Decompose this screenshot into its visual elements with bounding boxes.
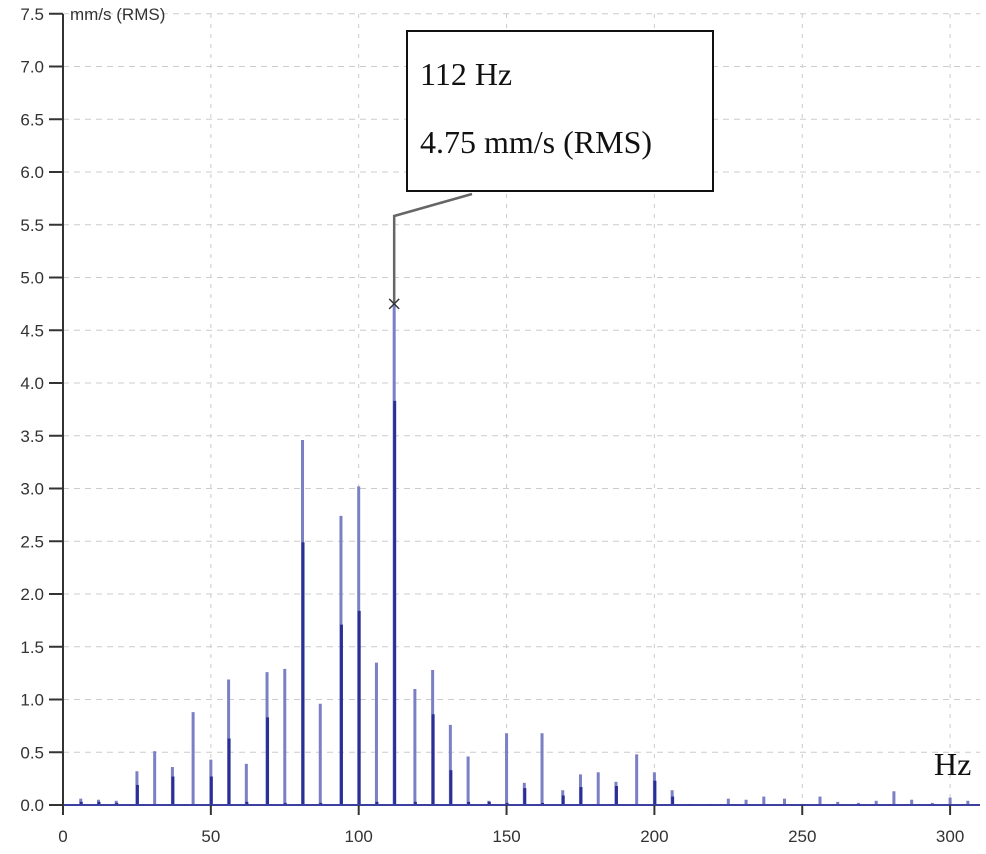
x-axis-unit-label: Hz [934,746,971,782]
peak-bars-max [79,303,970,805]
y-tick-label: 1.5 [20,638,44,657]
y-tick-label: 1.0 [20,691,44,710]
y-tick-label: 7.5 [20,5,44,24]
y-tick-label: 5.0 [20,269,44,288]
annotation-leader [388,192,473,310]
y-tick-label: 4.0 [20,374,44,393]
x-tick-label: 300 [936,827,964,846]
y-tick-label: 6.0 [20,163,44,182]
y-tick-label: 3.0 [20,480,44,499]
x-tick-label: 100 [345,827,373,846]
x-axis-ticks: 0 50 100 150 200 250 300 [58,805,964,846]
y-axis-unit-label: mm/s (RMS) [70,5,165,24]
y-tick-label: 0.0 [20,796,44,815]
y-axis-ticks: 0.0 0.5 1.0 1.5 2.0 2.5 3.0 3.5 4.0 4.5 5.0 5.5 6.0 6… [20,5,63,815]
peak-annotation-box: 112 Hz 4.75 mm/s (RMS) [406,30,714,192]
peak-bars-overlay [79,400,675,805]
axes [62,14,980,815]
annotation-frequency: 112 Hz [420,56,513,92]
y-tick-label: 2.5 [20,532,44,551]
annotation-amplitude: 4.75 mm/s (RMS) [420,124,653,160]
x-tick-label: 250 [788,827,816,846]
peak-marker-x-icon [388,298,400,310]
x-tick-label: 150 [492,827,520,846]
y-tick-label: 6.5 [20,110,44,129]
y-tick-label: 4.5 [20,321,44,340]
x-tick-label: 200 [640,827,668,846]
annotation-leader-line [392,192,473,304]
x-tick-label: 0 [58,827,67,846]
x-tick-label: 50 [201,827,220,846]
y-tick-label: 5.5 [20,216,44,235]
y-tick-label: 7.0 [20,58,44,77]
y-tick-label: 3.5 [20,427,44,446]
y-tick-label: 2.0 [20,585,44,604]
y-tick-label: 0.5 [20,743,44,762]
